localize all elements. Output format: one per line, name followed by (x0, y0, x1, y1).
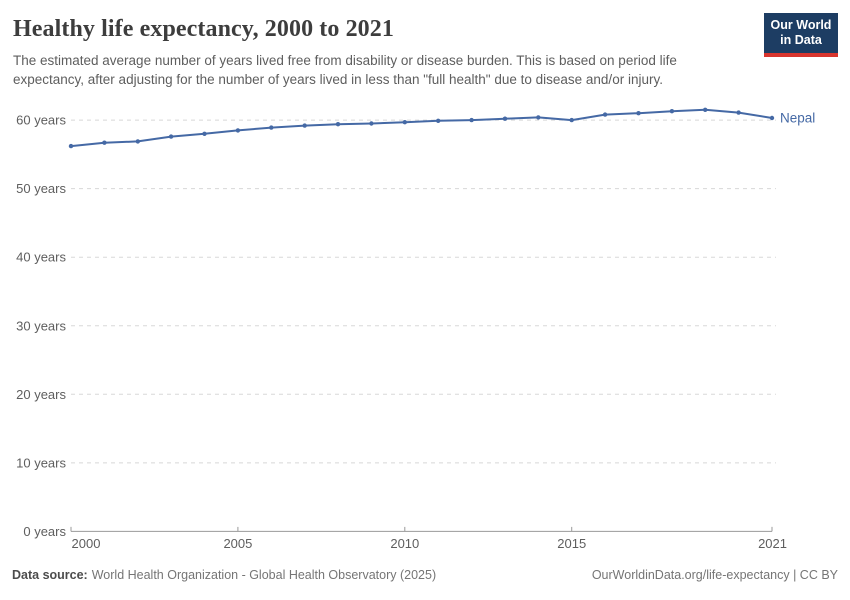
data-point-2005 (235, 128, 241, 133)
y-axis-label-50: 50 years (16, 181, 66, 196)
x-axis-label-2005: 2005 (223, 536, 252, 551)
y-axis-label-30: 30 years (16, 318, 66, 333)
data-point-2004 (202, 131, 207, 136)
data-source: Data source: World Health Organization - … (12, 568, 436, 582)
data-point-2018 (669, 109, 675, 114)
y-axis-label-0: 0 years (23, 524, 66, 539)
data-source-label: Data source: (12, 568, 88, 582)
data-point-2009 (369, 121, 374, 126)
data-point-2006 (269, 125, 274, 130)
data-point-2020 (736, 110, 741, 115)
data-source-text: World Health Organization - Global Healt… (91, 568, 437, 582)
data-point-2007 (302, 123, 307, 128)
data-point-2000 (68, 143, 74, 149)
owid-logo-line1: Our World (770, 18, 832, 32)
owid-logo-line2: in Data (780, 33, 822, 47)
chart-header: Healthy life expectancy, 2000 to 2021 Th… (0, 0, 850, 89)
data-point-2021 (769, 115, 775, 121)
data-point-2013 (502, 116, 508, 121)
y-axis-label-40: 40 years (16, 250, 66, 265)
chart-title: Healthy life expectancy, 2000 to 2021 (13, 16, 394, 42)
data-point-2003 (168, 134, 174, 139)
x-axis-label-2021: 2021 (758, 536, 787, 551)
x-axis-label-2000: 2000 (72, 536, 101, 551)
data-point-2015 (569, 117, 574, 123)
line-chart-canvas[interactable]: 0 years 10 years 20 years 30 years 40 years 5… (0, 95, 850, 555)
data-point-2016 (602, 112, 608, 117)
data-point-2019 (703, 107, 708, 112)
y-axis-label-10: 10 years (16, 455, 66, 470)
data-point-2001 (102, 140, 107, 145)
y-axis-label-20: 20 years (16, 387, 66, 402)
data-point-2008 (335, 122, 341, 127)
data-point-2017 (636, 111, 641, 116)
x-axis-label-2015: 2015 (557, 536, 586, 551)
chart-subtitle: The estimated average number of years li… (13, 53, 677, 87)
owid-logo[interactable]: Our World in Data (764, 13, 838, 57)
nepal-line (70, 108, 773, 148)
series-end-label: Nepal (780, 111, 815, 126)
x-axis-label-2010: 2010 (390, 536, 419, 551)
data-point-2002 (135, 139, 140, 144)
chart-footer: Data source: World Health Organization - … (12, 568, 838, 582)
data-point-2011 (436, 118, 441, 123)
owid-url-license[interactable]: OurWorldinData.org/life-expectancy | CC … (591, 568, 838, 582)
data-point-2012 (469, 117, 474, 123)
y-axis-label-60: 60 years (16, 113, 66, 128)
data-point-2014 (536, 115, 541, 120)
data-point-2010 (402, 120, 407, 125)
